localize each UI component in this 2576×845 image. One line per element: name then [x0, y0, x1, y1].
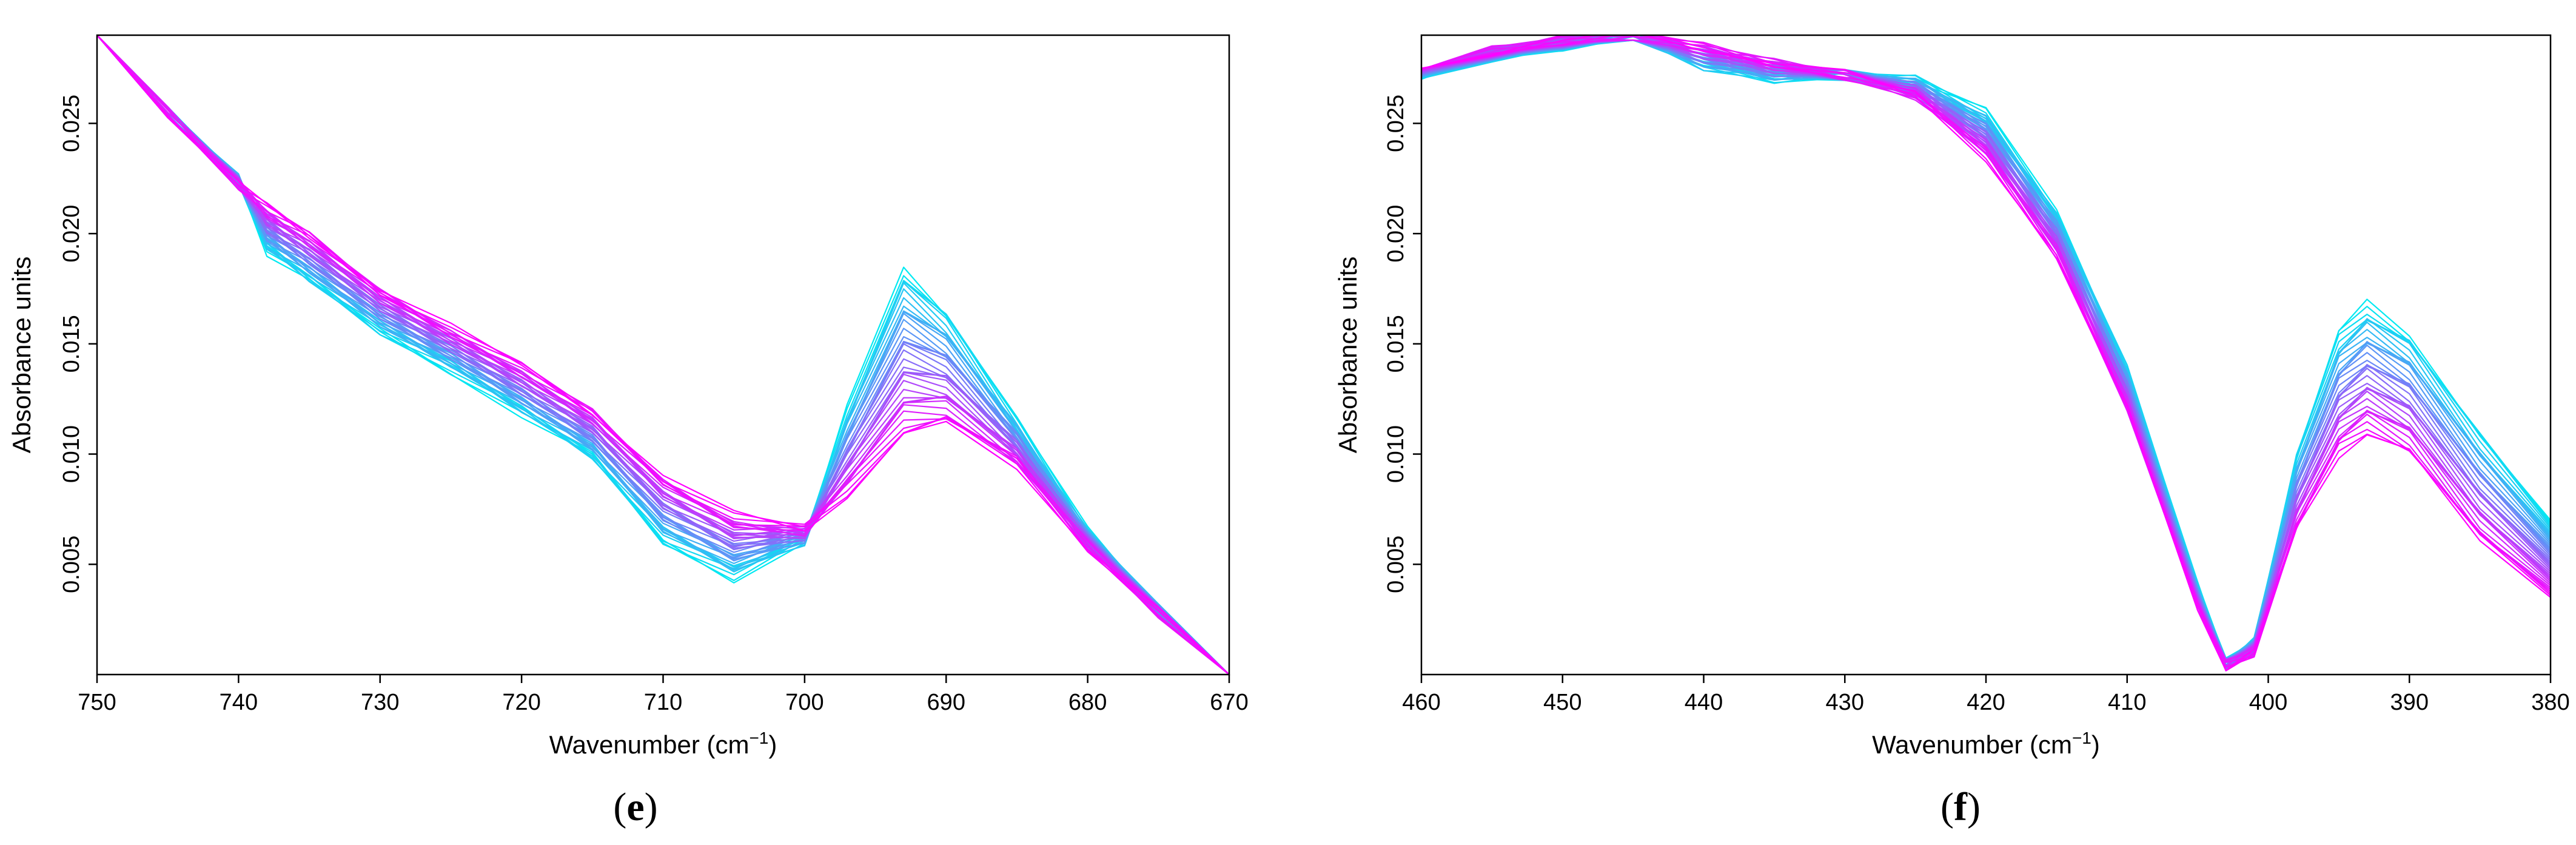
spectrum-line-20	[97, 35, 1229, 675]
spectrum-line-34	[97, 35, 1229, 675]
x-tick-label: 680	[1068, 690, 1107, 715]
spectrum-line-22	[97, 35, 1229, 675]
x-tick-label: 740	[220, 690, 258, 715]
x-tick-label: 750	[78, 690, 116, 715]
x-tick-label: 690	[927, 690, 965, 715]
spectrum-line-40	[1421, 35, 2551, 672]
spectrum-line-38	[97, 35, 1229, 675]
x-tick-label: 410	[2108, 690, 2146, 715]
y-axis-label: Absorbance units	[1333, 257, 1362, 454]
x-tick-label: 700	[785, 690, 823, 715]
y-tick-label: 0.010	[59, 425, 84, 483]
plot-frame	[96, 34, 1230, 676]
x-tick-label: 710	[644, 690, 682, 715]
spectrum-line-19	[97, 35, 1229, 675]
y-tick-label: 0.020	[59, 205, 84, 263]
x-axis-label: Wavenumber (cm−1)	[1872, 729, 2100, 759]
spectrum-line-15	[97, 35, 1229, 675]
series-group	[97, 35, 1229, 675]
series-group	[1421, 35, 2551, 672]
spectrum-line-5	[97, 35, 1229, 675]
spectrum-line-7	[97, 35, 1229, 675]
chart-panel-e: 750 740 730 720 710 700 690 680 670 0.005 0.010 0.0…	[7, 34, 1249, 829]
spectrum-line-31	[97, 35, 1229, 675]
y-tick-label: 0.010	[1383, 425, 1409, 483]
spectrum-line-35	[1421, 36, 2551, 662]
spectrum-line-23	[97, 35, 1229, 675]
spectrum-line-17	[97, 35, 1229, 675]
spectrum-line-25	[97, 35, 1229, 675]
spectrum-line-39	[1421, 35, 2551, 672]
y-tick-label: 0.015	[59, 315, 84, 372]
spectrum-line-39	[97, 35, 1229, 675]
x-tick-label: 670	[1210, 690, 1248, 715]
chart-panel-f: 460 450 440 430 420 410 400 390 380 0.005 0.010 0.0…	[1333, 34, 2570, 829]
y-tick-label: 0.025	[1383, 95, 1409, 152]
spectrum-line-4	[97, 35, 1229, 675]
spectrum-line-11	[97, 35, 1229, 675]
x-tick-label: 460	[1402, 690, 1440, 715]
spectrum-line-6	[97, 35, 1229, 675]
y-tick-label: 0.015	[1383, 315, 1409, 372]
spectrum-line-37	[97, 35, 1229, 675]
x-axis-label: Wavenumber (cm−1)	[549, 729, 777, 759]
y-tick-label: 0.005	[59, 536, 84, 593]
spectrum-line-27	[97, 35, 1229, 675]
spectrum-line-29	[97, 35, 1229, 675]
spectrum-line-8	[97, 35, 1229, 675]
y-tick-label: 0.025	[59, 95, 84, 152]
spectrum-line-21	[97, 35, 1229, 675]
x-tick-label: 440	[1685, 690, 1723, 715]
spectrum-line-3	[97, 35, 1229, 675]
x-tick-label: 420	[1967, 690, 2005, 715]
y-axis-label: Absorbance units	[7, 257, 36, 454]
x-tick-label: 390	[2390, 690, 2429, 715]
panel-label: (f)	[1940, 785, 1981, 829]
spectrum-line-18	[97, 35, 1229, 675]
spectrum-line-10	[97, 35, 1229, 675]
spectrum-line-33	[97, 35, 1229, 675]
spectrum-line-32	[97, 35, 1229, 675]
spectrum-line-30	[97, 35, 1229, 675]
spectrum-line-2	[97, 35, 1229, 675]
x-tick-label: 380	[2531, 690, 2569, 715]
spectrum-line-1	[97, 35, 1229, 675]
y-tick-label: 0.020	[1383, 205, 1409, 263]
x-tick-label: 450	[1543, 690, 1581, 715]
spectrum-line-40	[97, 35, 1229, 675]
spectrum-line-36	[97, 35, 1229, 675]
spectrum-line-26	[97, 35, 1229, 675]
spectrum-line-24	[97, 35, 1229, 675]
x-tick-label: 430	[1826, 690, 1864, 715]
x-tick-label: 720	[502, 690, 540, 715]
spectrum-line-16	[97, 35, 1229, 675]
spectrum-line-14	[97, 35, 1229, 675]
x-tick-label: 400	[2249, 690, 2287, 715]
spectrum-line-13	[97, 35, 1229, 675]
y-tick-label: 0.005	[1383, 536, 1409, 593]
spectrum-line-28	[97, 35, 1229, 675]
x-tick-label: 730	[361, 690, 399, 715]
spectrum-line-38	[1421, 35, 2551, 668]
spectrum-line-12	[97, 35, 1229, 675]
spectrum-line-35	[97, 35, 1229, 675]
panel-label: (e)	[613, 785, 657, 829]
spectrum-line-9	[97, 35, 1229, 675]
